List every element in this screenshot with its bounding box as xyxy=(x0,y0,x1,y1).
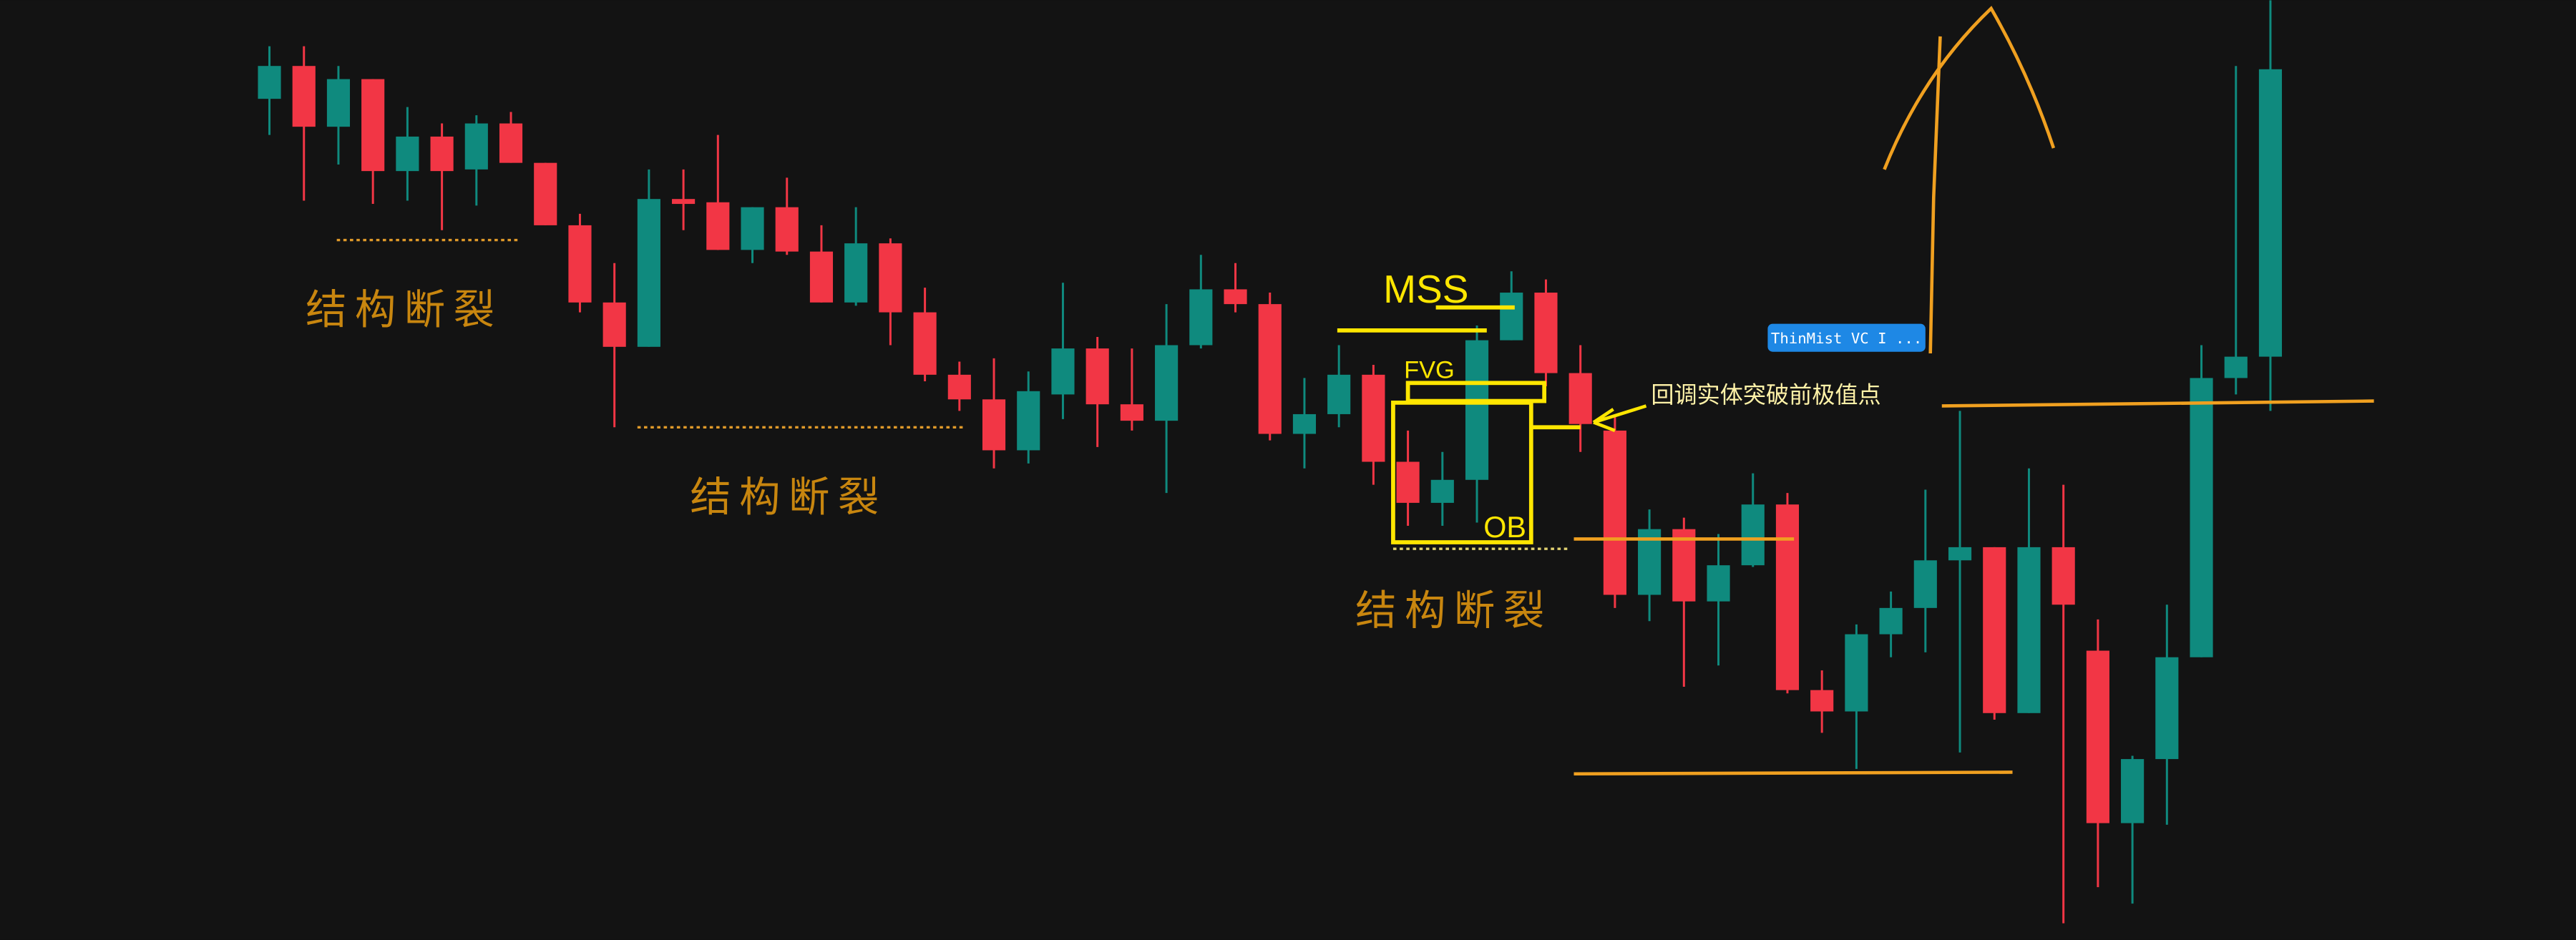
ob-box xyxy=(1391,400,1533,544)
candle-body xyxy=(568,225,592,303)
candle-body xyxy=(1913,560,1937,608)
candle-body xyxy=(879,243,902,313)
annotation-text: 回调实体突破前极值点 xyxy=(1651,381,1880,408)
annotation-text: 结构断裂 xyxy=(1355,587,1552,635)
candle-body xyxy=(1224,289,1247,305)
candle-body xyxy=(1948,547,1972,561)
annotation-text: MSS xyxy=(1383,267,1468,311)
badge-text: ThinMist VC I ... xyxy=(1771,330,1922,347)
candle-body xyxy=(1396,461,1420,503)
candle-body xyxy=(913,312,937,375)
candle-body xyxy=(2258,69,2283,357)
candle-body xyxy=(1707,565,1730,602)
candle-body xyxy=(1362,374,1385,462)
candle-body xyxy=(2224,356,2248,378)
annotation-text: 结构断裂 xyxy=(690,473,887,521)
candle-body xyxy=(464,123,488,170)
candle-body xyxy=(1465,340,1489,480)
candle-body xyxy=(258,66,281,99)
candle-body xyxy=(1327,374,1351,414)
candle-body xyxy=(430,136,454,172)
candles xyxy=(258,0,2283,924)
candle-body xyxy=(1258,304,1282,434)
annotation-text: 结构断裂 xyxy=(306,286,502,334)
candle-body xyxy=(534,162,557,225)
candle-body xyxy=(1845,634,1868,712)
candle-body xyxy=(2017,547,2041,713)
candle-body xyxy=(637,199,660,347)
candle-body xyxy=(809,251,834,303)
candle-body xyxy=(1672,529,1696,602)
candle-body xyxy=(1500,293,1523,341)
candle-body xyxy=(1983,547,2006,713)
candle-body xyxy=(1017,391,1040,451)
candle-body xyxy=(844,243,868,303)
candle-body xyxy=(1879,607,1903,635)
candle-body xyxy=(1085,348,1109,405)
candle-body xyxy=(499,123,523,163)
candle-body xyxy=(982,399,1006,451)
candle-body xyxy=(396,136,419,172)
candle-body xyxy=(292,66,316,127)
candle-body xyxy=(1741,504,1765,566)
candle-body xyxy=(361,79,385,172)
candle-body xyxy=(2121,759,2145,823)
annotation-text: FVG xyxy=(1404,356,1455,383)
candle-body xyxy=(1292,413,1317,434)
candle-body xyxy=(1775,504,1800,690)
candle-body xyxy=(2051,547,2075,605)
candle-body xyxy=(1603,430,1626,595)
level-line xyxy=(1941,399,2374,408)
candle-body xyxy=(1189,289,1213,346)
candle-body xyxy=(775,207,799,252)
candle-body xyxy=(1430,479,1454,503)
candle-body xyxy=(2155,657,2179,760)
candle-body xyxy=(1120,404,1143,421)
candle-body xyxy=(2190,378,2213,657)
candle-body xyxy=(672,199,696,205)
candle-body xyxy=(1051,348,1075,395)
annotations xyxy=(336,6,2374,776)
annotation-text: OB xyxy=(1483,511,1526,544)
candle-body xyxy=(1810,690,1834,712)
badge xyxy=(1767,323,1926,352)
candle-body xyxy=(1155,345,1179,421)
arrow xyxy=(1592,404,1647,433)
candle-body xyxy=(947,374,971,400)
candle-body xyxy=(602,302,626,347)
candle-body xyxy=(326,79,351,127)
candle-body xyxy=(706,202,730,250)
level-line xyxy=(1574,770,2013,776)
candle-body xyxy=(1568,373,1592,424)
candle-body xyxy=(2086,650,2109,823)
candle-body xyxy=(1534,293,1558,373)
freehand-arrow xyxy=(1883,6,2056,354)
candle-body xyxy=(741,207,764,250)
